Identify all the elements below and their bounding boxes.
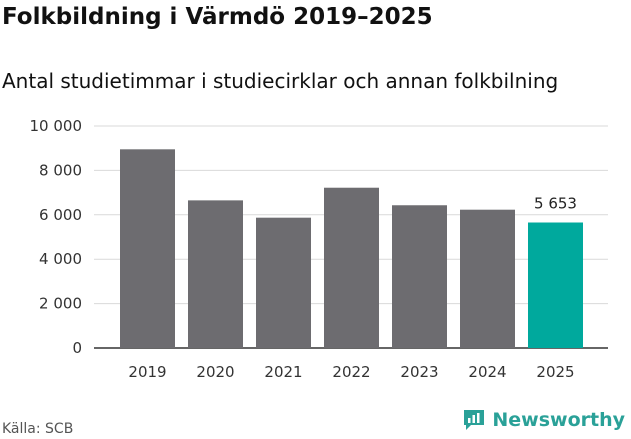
bar-2023 bbox=[392, 205, 447, 348]
x-tick-label: 2022 bbox=[332, 363, 370, 381]
x-tick-label: 2023 bbox=[400, 363, 438, 381]
chart-subtitle: Antal studietimmar i studiecirklar och a… bbox=[2, 69, 559, 93]
y-tick-label: 4 000 bbox=[39, 250, 82, 268]
source-note: Källa: SCB bbox=[2, 421, 74, 437]
y-tick-label: 6 000 bbox=[39, 206, 82, 224]
chart-title: Folkbildning i Värmdö 2019–2025 bbox=[2, 4, 433, 30]
x-axis-tick-labels: 2019 2020 2021 2022 2023 2024 2025 bbox=[128, 363, 574, 381]
x-tick-label: 2025 bbox=[536, 363, 574, 381]
y-tick-label: 10 000 bbox=[30, 117, 83, 135]
data-label: 5 653 bbox=[534, 195, 577, 213]
bar-2020 bbox=[188, 200, 243, 348]
bars bbox=[120, 149, 583, 348]
y-axis-tick-labels: 0 2 000 4 000 6 000 8 000 10 000 bbox=[30, 117, 83, 357]
bar-2019 bbox=[120, 149, 175, 348]
bar-2024 bbox=[460, 209, 515, 348]
data-labels: 5 653 bbox=[534, 195, 577, 213]
bar-2021 bbox=[256, 217, 311, 348]
bar-2025 bbox=[528, 222, 583, 348]
x-tick-label: 2024 bbox=[468, 363, 506, 381]
y-tick-label: 2 000 bbox=[39, 295, 82, 313]
x-tick-label: 2020 bbox=[196, 363, 234, 381]
x-tick-label: 2021 bbox=[264, 363, 302, 381]
brand-logo[interactable]: Newsworthy bbox=[462, 408, 625, 432]
brand-name: Newsworthy bbox=[492, 409, 625, 431]
bar-2022 bbox=[324, 187, 379, 348]
newsworthy-logo-icon bbox=[464, 410, 485, 430]
x-tick-label: 2019 bbox=[128, 363, 166, 381]
y-tick-label: 8 000 bbox=[39, 161, 82, 179]
y-tick-label: 0 bbox=[72, 339, 82, 357]
